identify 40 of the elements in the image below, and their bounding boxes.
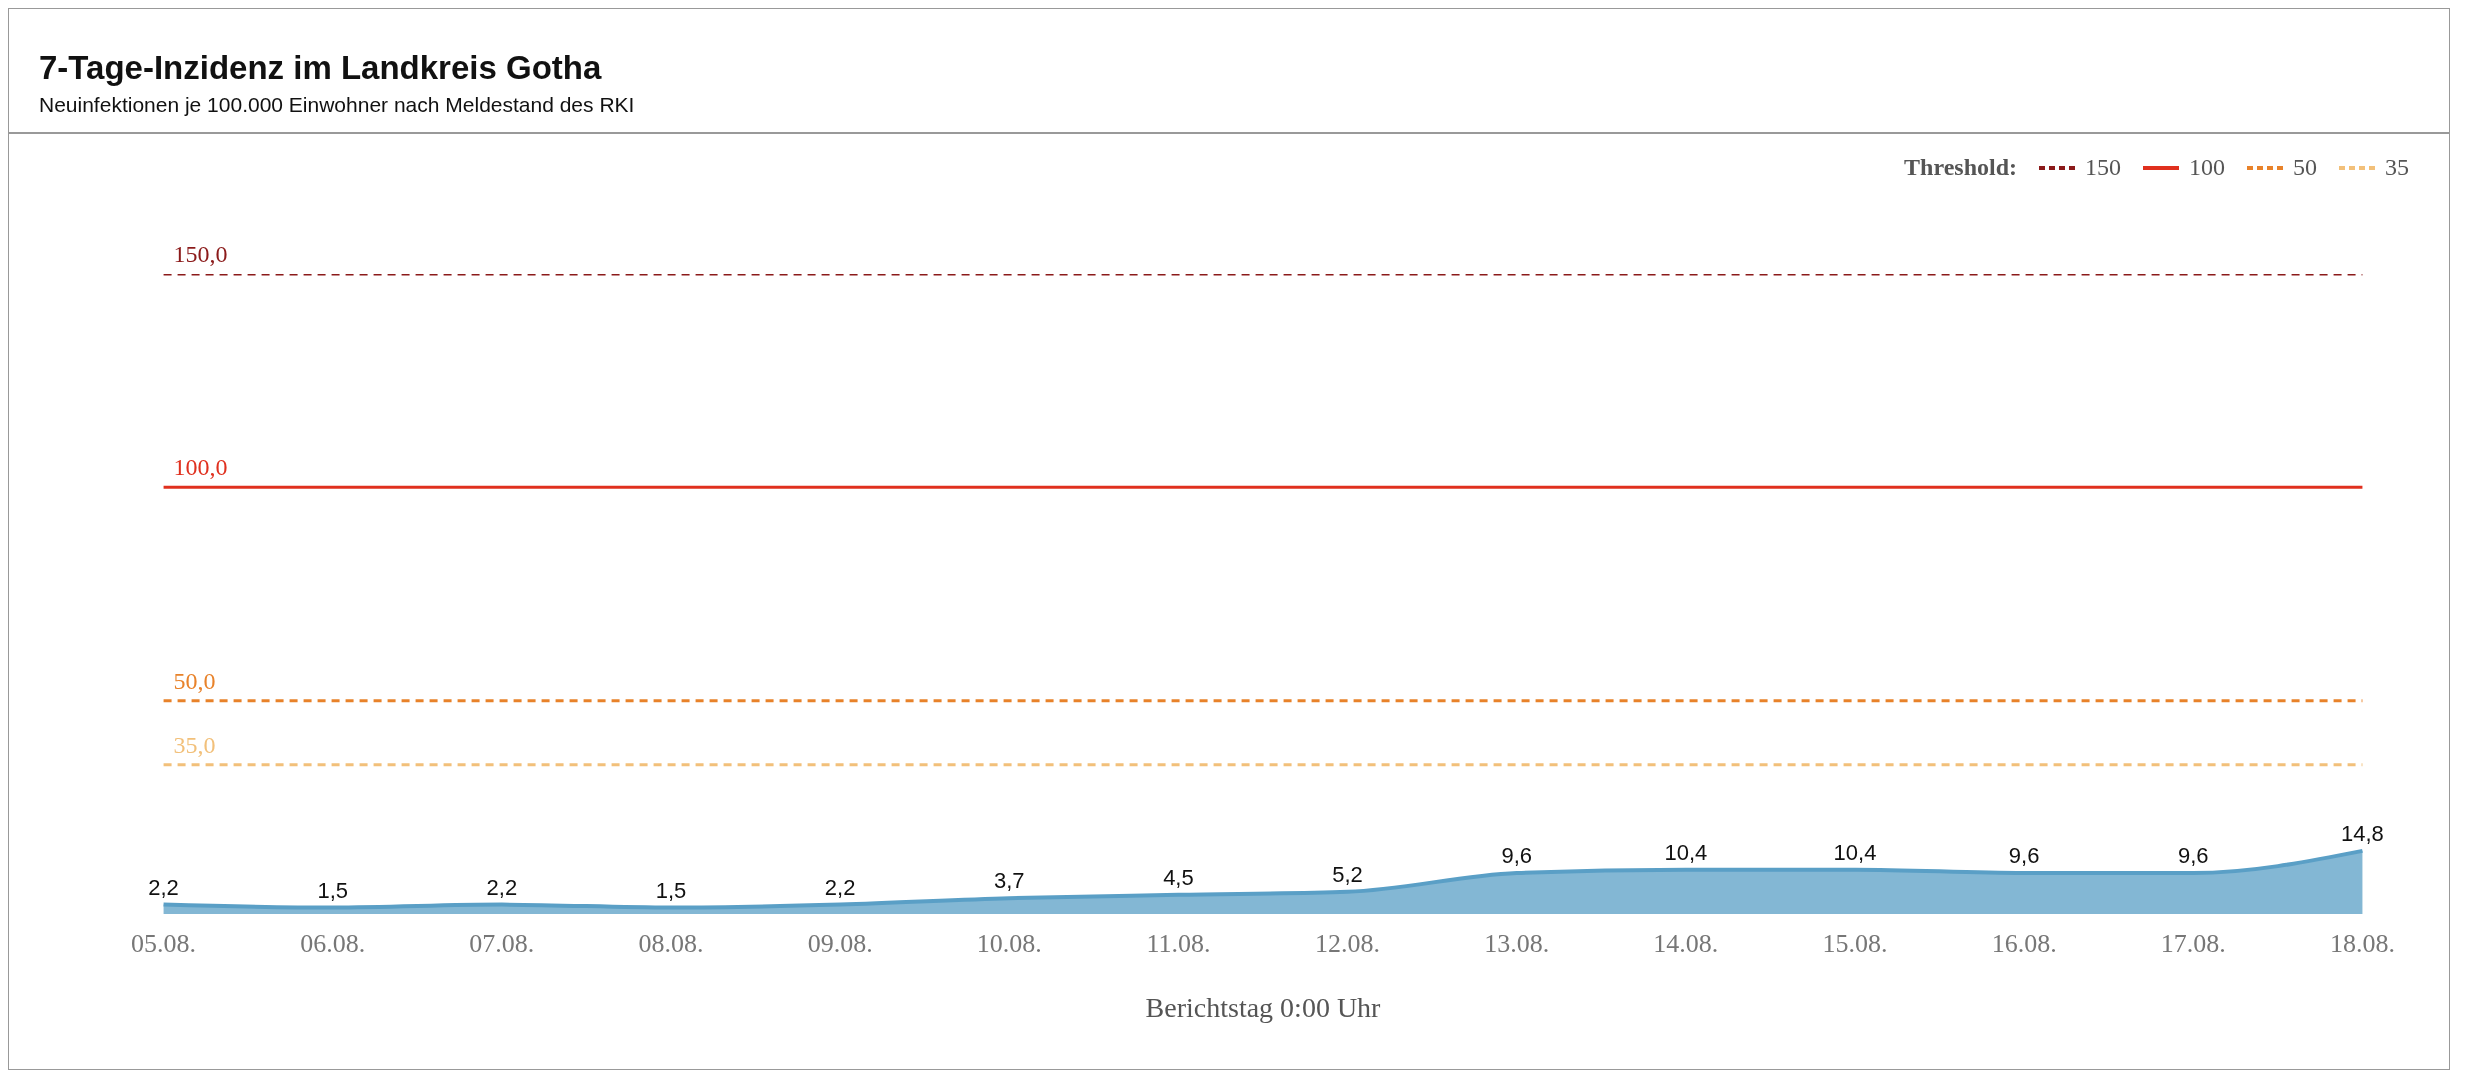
x-tick-label: 17.08. xyxy=(2160,929,2226,959)
x-tick-label: 13.08. xyxy=(1484,929,1550,959)
x-axis-title: Berichtstag 0:00 Uhr xyxy=(1145,992,1382,1023)
legend-label: 35 xyxy=(2385,154,2409,181)
data-label: 1,5 xyxy=(655,877,687,903)
chart-subtitle: Neuinfektionen je 100.000 Einwohner nach Meldestand des RKI xyxy=(39,93,636,117)
data-label: 100,0 xyxy=(173,454,228,481)
data-label: 4,5 xyxy=(1163,864,1194,890)
data-label: 3,7 xyxy=(993,868,1025,894)
data-label: 9,6 xyxy=(1501,843,1533,869)
x-tick-label: 05.08. xyxy=(131,929,197,959)
x-tick-label: 18.08. xyxy=(2329,929,2395,959)
legend-label: 100 xyxy=(2189,154,2225,181)
data-label: 14,8 xyxy=(2341,820,2384,846)
data-label: 5,2 xyxy=(1332,861,1363,887)
x-tick-label: 15.08. xyxy=(1822,929,1888,959)
data-label: 150,0 xyxy=(173,241,228,267)
data-label: 9,6 xyxy=(2008,843,2040,869)
x-tick-label: 10.08. xyxy=(976,929,1042,959)
x-tick-label: 12.08. xyxy=(1315,929,1381,959)
legend-title: Threshold: xyxy=(1904,154,2017,181)
data-label: 2,2 xyxy=(824,874,856,900)
data-label: 10,4 xyxy=(1664,839,1708,865)
x-tick-label: 11.08. xyxy=(1146,929,1211,959)
data-label: 35,0 xyxy=(173,731,216,758)
x-tick-label: 07.08. xyxy=(469,929,535,959)
x-tick-label: 14.08. xyxy=(1653,929,1719,959)
data-label: 50,0 xyxy=(173,667,216,694)
legend-label: 50 xyxy=(2293,154,2317,181)
legend-label: 150 xyxy=(2085,154,2121,181)
data-label: 10,4 xyxy=(1833,839,1877,865)
data-label: 2,2 xyxy=(486,874,518,900)
x-tick-label: 09.08. xyxy=(807,929,873,959)
data-label: 9,6 xyxy=(2177,843,2209,869)
x-tick-label: 08.08. xyxy=(638,929,704,959)
data-label: 2,2 xyxy=(148,874,179,900)
chart-title: 7-Tage-Inzidenz im Landkreis Gotha xyxy=(39,49,603,87)
data-label: 1,5 xyxy=(317,877,349,903)
x-tick-label: 06.08. xyxy=(300,929,366,959)
x-tick-label: 16.08. xyxy=(1991,929,2057,959)
